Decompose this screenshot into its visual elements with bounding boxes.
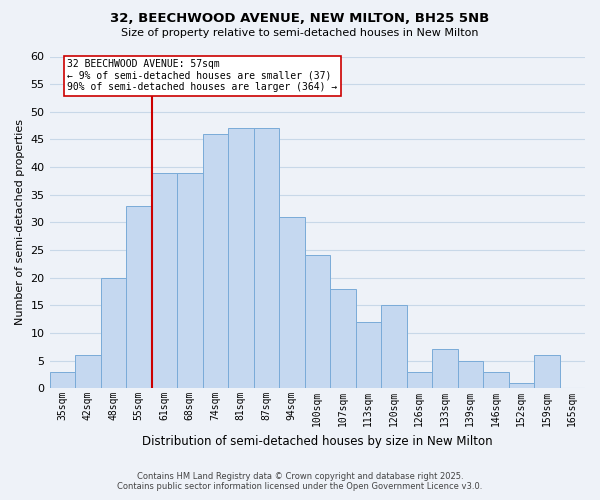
X-axis label: Distribution of semi-detached houses by size in New Milton: Distribution of semi-detached houses by … [142,434,493,448]
Bar [432,350,458,388]
Bar [203,134,228,388]
Bar [279,217,305,388]
Bar [534,355,560,388]
Text: Size of property relative to semi-detached houses in New Milton: Size of property relative to semi-detach… [121,28,479,38]
Bar [458,360,483,388]
Bar [152,172,177,388]
Text: 32, BEECHWOOD AVENUE, NEW MILTON, BH25 5NB: 32, BEECHWOOD AVENUE, NEW MILTON, BH25 5… [110,12,490,26]
Text: Contains HM Land Registry data © Crown copyright and database right 2025.
Contai: Contains HM Land Registry data © Crown c… [118,472,482,491]
Bar [483,372,509,388]
Bar [126,206,152,388]
Bar [509,382,534,388]
Bar [254,128,279,388]
Bar [177,172,203,388]
Bar [305,256,330,388]
Bar [330,288,356,388]
Bar [228,128,254,388]
Text: 32 BEECHWOOD AVENUE: 57sqm
← 9% of semi-detached houses are smaller (37)
90% of : 32 BEECHWOOD AVENUE: 57sqm ← 9% of semi-… [67,60,338,92]
Bar [381,305,407,388]
Bar [75,355,101,388]
Bar [50,372,75,388]
Bar [407,372,432,388]
Bar [356,322,381,388]
Bar [101,278,126,388]
Y-axis label: Number of semi-detached properties: Number of semi-detached properties [15,120,25,326]
